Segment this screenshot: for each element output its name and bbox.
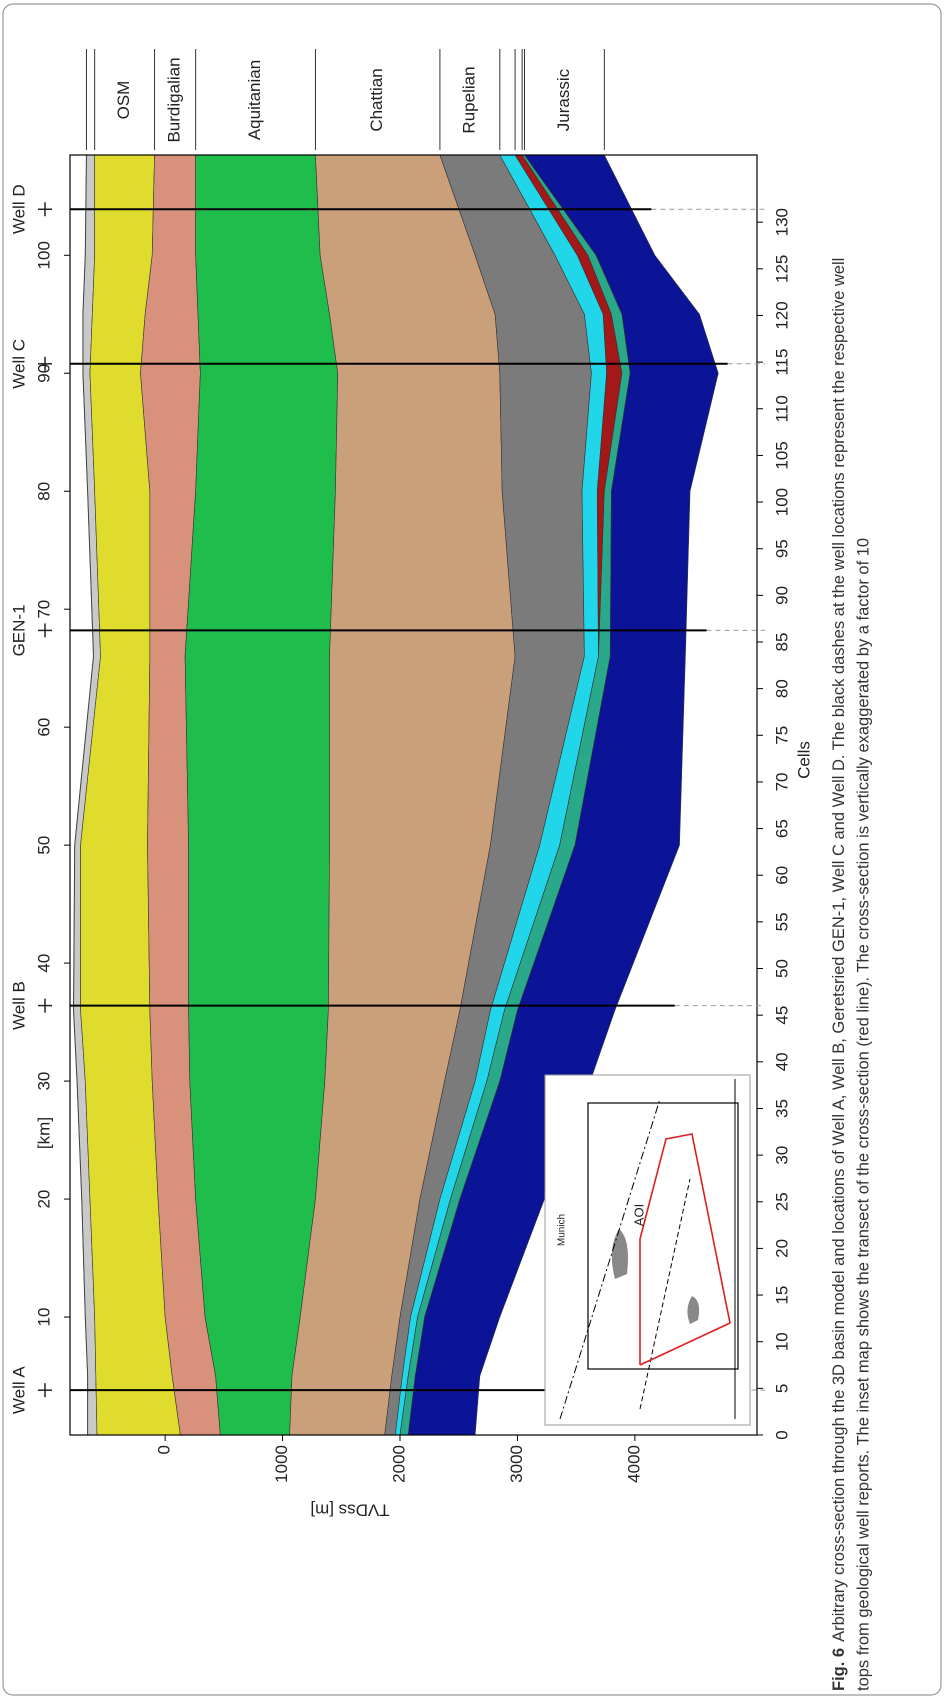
- x-tick-label: 40: [34, 954, 53, 973]
- x-tick-label: 70: [34, 600, 53, 619]
- well-label: Well C: [9, 339, 28, 389]
- x2-tick-label: 20: [772, 1239, 791, 1258]
- well-label: Well B: [9, 981, 28, 1030]
- x2-tick-label: 95: [772, 539, 791, 558]
- x2-tick-label: 55: [772, 912, 791, 931]
- rotated-frame: TVDss [m] [km] Cells Fig. 6 Arbitrary cro…: [3, 4, 941, 1695]
- x-tick-label: 80: [34, 482, 53, 501]
- x2-tick-label: 75: [772, 726, 791, 745]
- x2-tick-label: 35: [772, 1099, 791, 1118]
- y-tick-label: 3000: [507, 1445, 526, 1483]
- x2-tick-label: 0: [772, 1430, 791, 1439]
- x-tick-label: 100: [34, 241, 53, 269]
- x2-tick-label: 70: [772, 772, 791, 791]
- caption-label: Fig. 6: [830, 1648, 848, 1691]
- figure: TVDss [m] [km] Cells Fig. 6 Arbitrary cro…: [0, 0, 945, 1699]
- inset-map: Munich AOI: [545, 1075, 750, 1425]
- x2-tick-label: 125: [772, 255, 791, 283]
- x-tick-label: 90: [34, 364, 53, 383]
- y-tick-label: 2000: [389, 1445, 408, 1483]
- x-tick-label: 30: [34, 1072, 53, 1091]
- x2-tick-label: 85: [772, 633, 791, 652]
- x2-tick-label: 25: [772, 1192, 791, 1211]
- x2-tick-label: 80: [772, 679, 791, 698]
- caption-line: Fig. 6 Arbitrary cross-section through th…: [830, 258, 848, 1691]
- page: TVDss [m] [km] Cells Fig. 6 Arbitrary cro…: [0, 0, 945, 1699]
- x2-tick-label: 65: [772, 819, 791, 838]
- y-axis-label: TVDss [m]: [310, 1501, 389, 1520]
- x2-tick-label: 15: [772, 1286, 791, 1305]
- x2-tick-label: 110: [772, 395, 791, 422]
- x2-tick-label: 40: [772, 1052, 791, 1071]
- x2-tick-label: 10: [772, 1332, 791, 1351]
- well-label: Well D: [9, 184, 28, 234]
- formation-label: Chattian: [367, 68, 386, 131]
- x2-tick-label: 30: [772, 1146, 791, 1165]
- x2-tick-label: 60: [772, 866, 791, 885]
- formation-label: Jurassic: [554, 68, 573, 131]
- inset-label: AOI: [631, 1204, 646, 1226]
- x-tick-label: 20: [34, 1190, 53, 1209]
- inset-label: Munich: [557, 1214, 568, 1246]
- caption-line: tops from geological well reports. The i…: [854, 538, 872, 1691]
- y-tick-label: 4000: [624, 1445, 643, 1483]
- inset-border: [545, 1075, 750, 1425]
- x2-tick-label: 50: [772, 959, 791, 978]
- formation-label: Aquitanian: [245, 60, 264, 140]
- x2-tick-label: 120: [772, 301, 791, 329]
- well-label: GEN-1: [9, 604, 28, 656]
- formation-label: Burdigalian: [165, 57, 184, 142]
- y-tick-label: 0: [155, 1445, 174, 1454]
- x2-tick-label: 115: [772, 349, 791, 376]
- x2-axis-label: Cells: [794, 741, 813, 779]
- x2-tick-label: 130: [772, 208, 791, 236]
- caption-text: Arbitrary cross-section through the 3D b…: [830, 258, 848, 1642]
- x-axis-label: [km]: [34, 1117, 53, 1149]
- formation-label: Rupelian: [459, 66, 478, 133]
- x-tick-label: 60: [34, 718, 53, 737]
- x2-tick-label: 100: [772, 488, 791, 516]
- well-label: Well A: [9, 1366, 28, 1415]
- x2-tick-label: 5: [772, 1384, 791, 1393]
- x2-tick-label: 90: [772, 586, 791, 605]
- x-tick-label: 10: [34, 1308, 53, 1327]
- x-tick-label: 50: [34, 836, 53, 855]
- y-tick-label: 1000: [272, 1445, 291, 1483]
- x2-tick-label: 105: [772, 441, 791, 469]
- x2-tick-label: 45: [772, 1006, 791, 1025]
- formation-label: OSM: [114, 81, 133, 120]
